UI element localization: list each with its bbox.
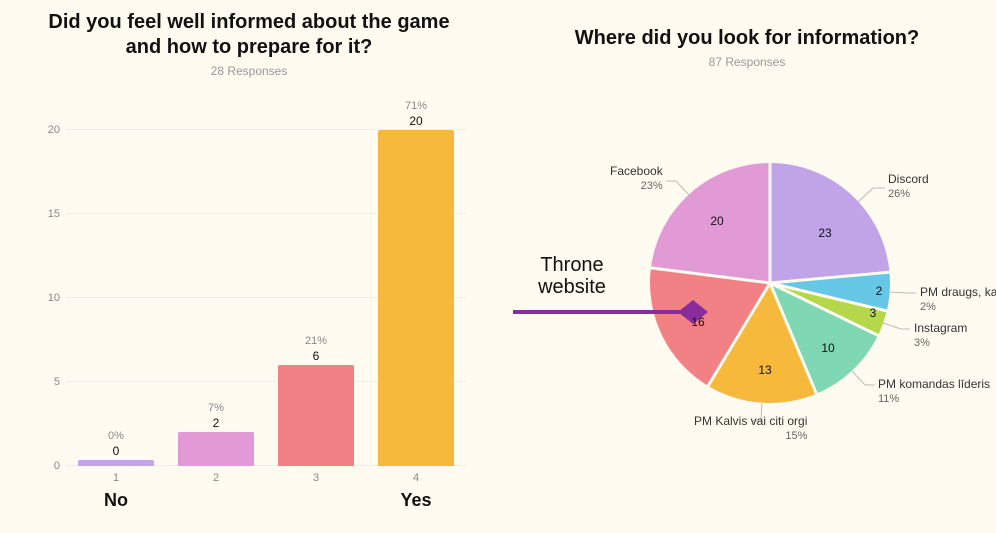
category-label: 1	[78, 466, 154, 484]
ytick: 5	[54, 376, 66, 388]
bar-value: 2	[178, 416, 254, 430]
bar-percent: 7%	[178, 402, 254, 414]
end-label-yes: Yes	[378, 490, 454, 511]
pie-value-pm-kalvis: 13	[758, 363, 771, 377]
bar-value: 0	[78, 444, 154, 458]
bar-chart-panel: Did you feel well informed about the gam…	[0, 0, 498, 533]
bar-4: 20 71%	[378, 130, 454, 466]
bar-percent: 0%	[78, 430, 154, 442]
pie-value-pmdraugs: 2	[876, 284, 883, 298]
category-label: 3	[278, 466, 354, 484]
ytick: 10	[48, 292, 66, 304]
ytick: 15	[48, 208, 66, 220]
pie-value-facebook: 20	[710, 214, 723, 228]
pie-label-facebook: Facebook23%	[610, 164, 663, 194]
pie-label-pm-komandas: PM komandas līderis11%	[878, 377, 990, 407]
bar-chart-responses: 28 Responses	[0, 64, 498, 78]
pie-chart-responses: 87 Responses	[498, 55, 996, 69]
bar-percent: 21%	[278, 335, 354, 347]
bar-chart-title: Did you feel well informed about the gam…	[0, 0, 498, 60]
ytick: 0	[54, 460, 66, 472]
pie-value-instagram: 3	[870, 306, 877, 320]
category-label: 2	[178, 466, 254, 484]
bar-value: 20	[378, 114, 454, 128]
bar-plot-area: 0 5 10 15 20 0 0% 2 7% 6 21% 20 71% 1 2 …	[66, 96, 466, 466]
pie-value-throne: 16	[691, 315, 704, 329]
category-label: 4	[378, 466, 454, 484]
pie-label-pm-kalvis: PM Kalvis vai citi orgi15%	[694, 414, 807, 444]
pie-value-discord: 23	[818, 226, 831, 240]
end-label-no: No	[78, 490, 154, 511]
pie-chart-panel: Where did you look for information? 87 R…	[498, 0, 996, 533]
bar-2: 2 7%	[178, 432, 254, 466]
bar-percent: 71%	[378, 100, 454, 112]
pie-value-pm-komandas: 10	[821, 341, 834, 355]
bar-value: 6	[278, 349, 354, 363]
callout-text: Thronewebsite	[512, 254, 632, 298]
pie-label-discord: Discord26%	[888, 172, 929, 202]
bar-3: 6 21%	[278, 365, 354, 466]
ytick: 20	[48, 124, 66, 136]
pie-plot-area: 23 2 3 10 13 16 20 Discord26% PM draugs,…	[498, 90, 996, 520]
pie-label-pm-draugs: PM draugs, kas piedalās2%	[920, 285, 996, 315]
pie-slice-discord	[770, 163, 890, 283]
pie-chart-title: Where did you look for information?	[498, 0, 996, 51]
pie-label-instagram: Instagram3%	[914, 321, 967, 351]
